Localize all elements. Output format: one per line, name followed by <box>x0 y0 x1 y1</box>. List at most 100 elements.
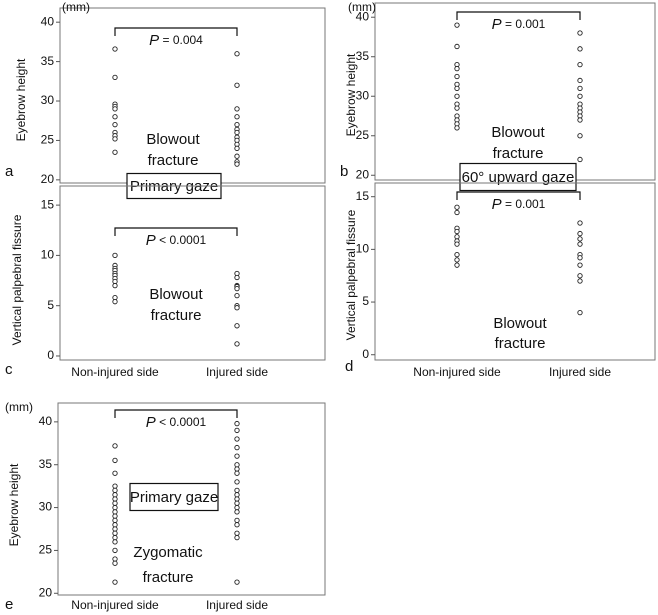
data-point <box>112 534 118 541</box>
y-tick-label: 30 <box>41 93 55 107</box>
data-point <box>234 420 240 427</box>
y-axis-label: Vertical palpebral fissure <box>344 209 358 340</box>
p-text: < 0.0001 <box>156 233 207 247</box>
y-tick-label: 30 <box>39 500 53 514</box>
x-tick-label: Non-injured side <box>71 365 159 379</box>
annotation: Blowout <box>149 286 203 303</box>
y-tick-label: 25 <box>39 543 53 557</box>
data-point <box>234 129 240 136</box>
panel-letter: d <box>345 358 353 375</box>
data-point <box>454 73 460 80</box>
data-point <box>454 105 460 111</box>
data-point <box>112 579 118 585</box>
data-point <box>577 156 583 163</box>
p-text: = 0.001 <box>502 197 546 211</box>
data-point <box>577 93 583 99</box>
data-point <box>234 161 240 167</box>
data-point <box>112 136 118 142</box>
data-point <box>234 534 240 541</box>
data-point <box>577 236 583 242</box>
gaze-label: Primary gaze <box>130 489 218 506</box>
data-point <box>234 453 240 459</box>
y-tick-label: 40 <box>39 414 53 428</box>
y-tick-label: 0 <box>47 348 54 362</box>
p-value: P < 0.0001 <box>146 414 207 431</box>
data-point <box>112 282 118 289</box>
p-value: P = 0.001 <box>492 16 546 33</box>
y-axis-label: Eyebrow height <box>14 58 28 141</box>
data-point <box>234 492 240 498</box>
annotation: fracture <box>493 145 544 162</box>
panel-letter: c <box>5 361 13 378</box>
data-point <box>577 77 583 84</box>
data-point <box>234 323 240 329</box>
data-point <box>234 114 240 120</box>
annotation: fracture <box>495 335 546 352</box>
data-point <box>112 74 118 81</box>
y-tick-label: 25 <box>356 128 370 142</box>
x-tick-label: Non-injured side <box>71 598 159 612</box>
y-tick-label: 30 <box>356 88 370 102</box>
unit-label: (mm) <box>348 0 376 14</box>
p-symbol: P <box>146 414 156 431</box>
data-point <box>577 262 583 268</box>
data-point <box>234 517 240 524</box>
y-tick-label: 5 <box>47 298 54 312</box>
significance-bracket <box>456 11 581 20</box>
data-point <box>577 61 583 68</box>
data-point <box>454 65 460 72</box>
data-point <box>234 274 240 281</box>
data-point <box>112 149 118 155</box>
data-point <box>112 547 118 554</box>
data-point <box>454 85 460 91</box>
data-point <box>112 556 118 562</box>
y-tick-label: 15 <box>356 189 370 203</box>
data-point <box>454 257 460 263</box>
annotation: Blowout <box>146 131 200 148</box>
data-point <box>454 209 460 216</box>
data-point <box>577 85 583 91</box>
y-tick-label: 5 <box>362 294 369 308</box>
p-value: P < 0.0001 <box>146 232 207 249</box>
data-point <box>454 228 460 235</box>
data-point <box>112 470 118 476</box>
data-point <box>234 51 240 57</box>
data-point <box>577 220 583 226</box>
significance-bracket <box>456 191 581 200</box>
data-point <box>234 444 240 451</box>
y-tick-label: 10 <box>41 248 55 262</box>
data-point <box>577 133 583 139</box>
y-tick-label: 20 <box>41 172 55 186</box>
plot-frame <box>57 402 326 596</box>
data-point <box>234 504 240 511</box>
annotation: fracture <box>143 569 194 586</box>
data-point <box>234 153 240 159</box>
data-point <box>112 539 118 545</box>
data-point <box>112 492 118 498</box>
data-point <box>112 509 118 515</box>
x-tick-label: Injured side <box>549 365 611 379</box>
data-point <box>112 252 118 259</box>
data-point <box>112 122 118 128</box>
data-point <box>234 285 240 292</box>
data-point <box>577 30 583 36</box>
data-point <box>234 466 240 472</box>
y-tick-label: 10 <box>356 242 370 256</box>
data-point <box>234 427 240 434</box>
p-symbol: P <box>492 196 502 213</box>
annotation: Zygomatic <box>133 544 203 561</box>
annotation: fracture <box>151 307 202 324</box>
annotation: fracture <box>148 152 199 169</box>
data-point <box>454 241 460 247</box>
data-point <box>454 22 460 28</box>
y-axis-label: Vertical palpebral fissure <box>10 214 24 345</box>
plot-frame <box>59 185 326 361</box>
data-point <box>234 82 240 88</box>
data-point <box>234 522 240 528</box>
data-point <box>454 251 460 258</box>
data-point <box>577 241 583 247</box>
data-point <box>112 487 118 494</box>
data-point <box>112 46 118 52</box>
panel-letter: e <box>5 596 13 613</box>
y-tick-label: 25 <box>41 133 55 147</box>
